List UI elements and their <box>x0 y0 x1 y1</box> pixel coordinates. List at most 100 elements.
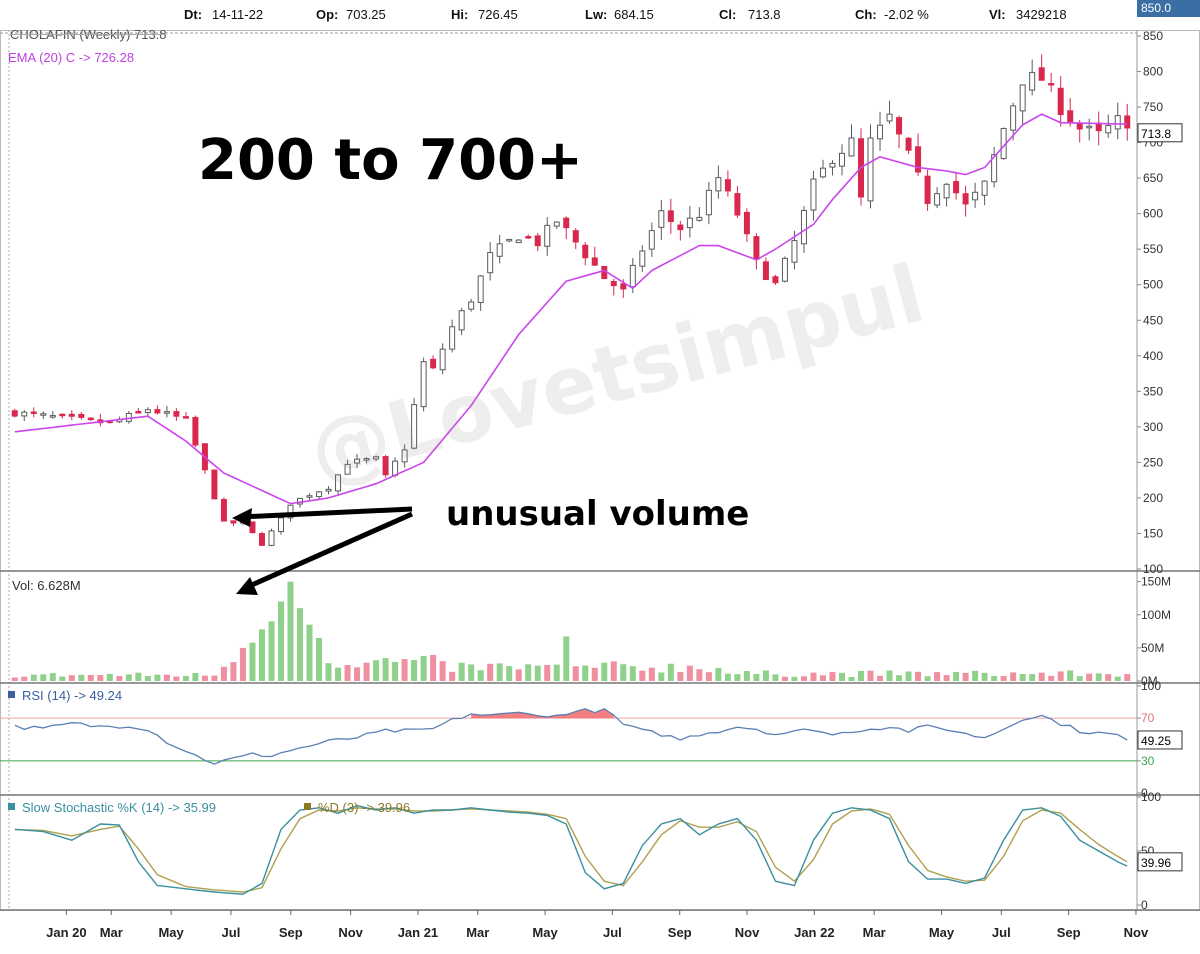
volume-bar <box>125 674 132 681</box>
candle-body <box>772 276 779 284</box>
volume-bar <box>772 674 779 681</box>
arrow-to-volume <box>243 511 414 591</box>
candle-body <box>848 137 855 157</box>
volume-bar <box>743 671 750 681</box>
volume-bar <box>116 676 123 681</box>
candle-body <box>1086 125 1093 129</box>
candle-body <box>953 181 960 194</box>
stoch-k-legend-marker <box>8 803 15 810</box>
candle-body <box>667 210 674 223</box>
candle-body <box>924 175 931 204</box>
volume-bar <box>658 672 665 681</box>
open-value: 703.25 <box>346 7 386 22</box>
high-key: Hi: <box>451 7 469 22</box>
scale-top-tag: 850.0 <box>1137 0 1200 17</box>
candle-body <box>496 243 503 257</box>
candle-body <box>1067 110 1074 123</box>
volume-bar <box>135 672 142 681</box>
candle-body <box>277 517 284 533</box>
candle-body <box>316 491 323 498</box>
date-tick-label: Sep <box>1057 925 1081 940</box>
last-price-label: 713.8 <box>1141 127 1171 141</box>
volume-bar <box>477 670 484 681</box>
volume-bar <box>258 629 265 681</box>
volume-bar <box>11 677 18 681</box>
candle-body <box>762 261 769 281</box>
volume-bar <box>49 673 56 681</box>
candle-body <box>325 488 332 492</box>
candle-body <box>696 216 703 221</box>
volume-bar <box>734 674 741 681</box>
volume-bar <box>182 675 189 681</box>
stoch-tick-label: 0 <box>1141 898 1148 912</box>
volume-bar <box>877 675 884 681</box>
candle-body <box>173 411 180 417</box>
volume-bar <box>1086 673 1093 681</box>
candle-body <box>972 191 979 201</box>
candle-body <box>192 416 199 446</box>
candle-body <box>686 217 693 229</box>
volume-bar <box>97 675 104 681</box>
candle-body <box>743 211 750 235</box>
volume-bar <box>249 642 256 681</box>
candle-body <box>1076 123 1083 130</box>
date-tick-label: Nov <box>735 925 760 940</box>
volume-bar <box>506 666 513 681</box>
candle-body <box>1057 87 1064 116</box>
volume-bar <box>934 672 941 681</box>
date-tick-label: Jan 21 <box>398 925 438 940</box>
volume-bar <box>601 662 608 681</box>
candle-body <box>715 177 722 192</box>
volume-bar <box>943 675 950 681</box>
volume-bar <box>411 659 418 681</box>
date-tick-label: Sep <box>668 925 692 940</box>
candle-body <box>78 413 85 418</box>
candle-body <box>506 238 513 242</box>
candle-body <box>781 257 788 282</box>
candle-body <box>49 415 56 418</box>
volume-annotation: unusual volume <box>446 494 750 534</box>
volume-bar <box>791 676 798 681</box>
volume-bar <box>800 676 807 681</box>
volume-bar <box>924 676 931 681</box>
candle-body <box>734 193 741 216</box>
volume-bar <box>1105 674 1112 681</box>
candle-body <box>287 504 294 519</box>
candle-body <box>487 252 494 274</box>
candle-body <box>258 533 265 546</box>
price-tick-label: 500 <box>1143 278 1163 292</box>
volume-bar <box>354 667 361 681</box>
candle-body <box>420 361 427 408</box>
date-tick-label: Nov <box>338 925 363 940</box>
candle-body <box>40 413 47 416</box>
candle-body <box>724 179 731 192</box>
volume-value: 3429218 <box>1016 7 1067 22</box>
date-tick-label: May <box>929 925 955 940</box>
rsi-tick-label: 100 <box>1141 679 1161 693</box>
candle-body <box>1114 115 1121 130</box>
volume-bar <box>1019 673 1026 681</box>
price-tick-label: 850 <box>1143 29 1163 43</box>
volume-bar <box>268 621 275 681</box>
candle-body <box>30 411 37 414</box>
candle-body <box>962 193 969 205</box>
price-tick-label: 300 <box>1143 420 1163 434</box>
volume-bar <box>972 670 979 681</box>
candle-body <box>373 456 380 460</box>
volume-bar <box>220 666 227 681</box>
candle-body <box>829 162 836 168</box>
date-tick-label: Nov <box>1124 925 1149 940</box>
volume-bar <box>211 675 218 681</box>
candle-body <box>943 183 950 199</box>
open-key: Op: <box>316 7 339 22</box>
volume-bar <box>886 670 893 681</box>
candle-body <box>230 520 237 524</box>
candle-body <box>981 180 988 196</box>
volume-bar <box>449 671 456 681</box>
volume-bar <box>553 664 560 681</box>
volume-bar <box>1124 674 1131 681</box>
candle-body <box>382 456 389 476</box>
candle-body <box>1124 115 1131 129</box>
date-tick-label: Mar <box>863 925 886 940</box>
